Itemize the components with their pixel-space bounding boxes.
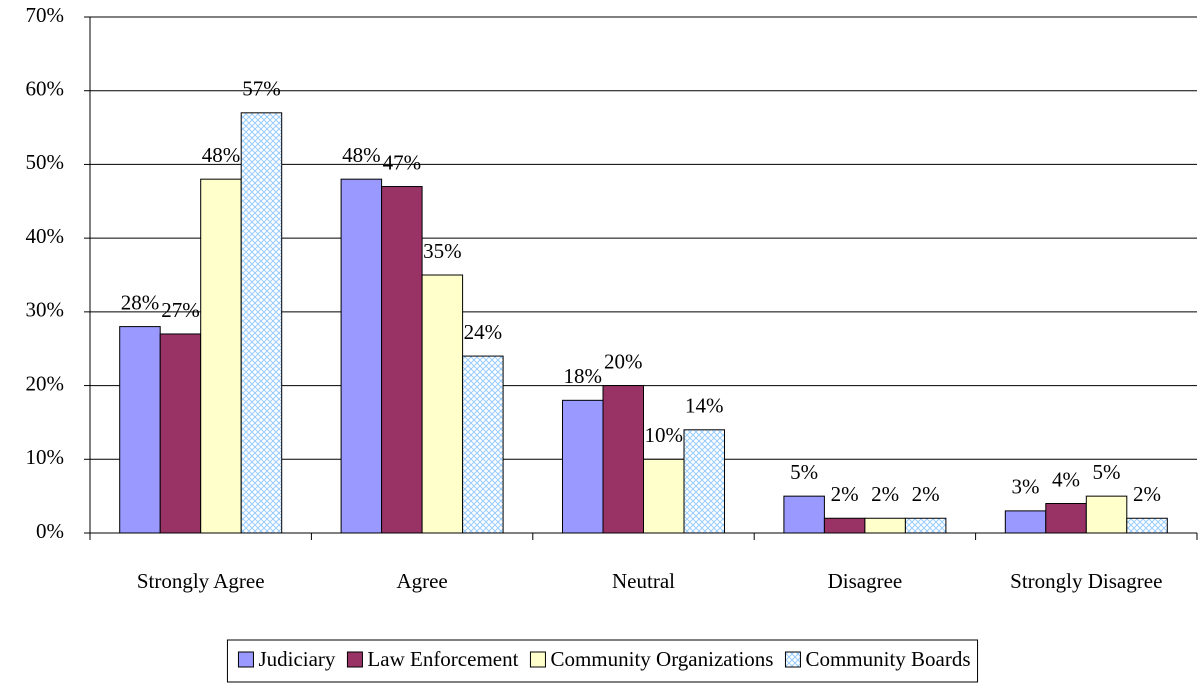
data-label: 4% [1052, 467, 1080, 491]
data-label: 2% [912, 482, 940, 506]
bar [562, 399, 604, 534]
bar [421, 274, 464, 534]
data-label: 48% [202, 143, 241, 167]
y-tick-label: 30% [26, 298, 65, 322]
data-label: 28% [121, 290, 160, 314]
y-tick-label: 70% [26, 3, 65, 27]
y-tick-label: 40% [26, 224, 65, 248]
y-tick-label: 50% [26, 150, 65, 174]
legend-swatch [784, 651, 801, 668]
legend-label: Judiciary [258, 647, 335, 671]
y-tick-label: 10% [26, 445, 65, 469]
data-label: 20% [604, 349, 643, 373]
data-label: 57% [242, 77, 281, 101]
bar [602, 385, 644, 534]
bar [823, 517, 866, 534]
legend-swatch [346, 651, 363, 668]
legend: Judiciary Law Enforcement Community Organi… [226, 639, 979, 683]
bar [1045, 503, 1087, 534]
data-label: 47% [383, 150, 422, 174]
bar [1004, 510, 1047, 534]
bar [381, 186, 423, 534]
data-label: 24% [464, 320, 503, 344]
bar [643, 458, 685, 534]
data-label: 2% [1133, 482, 1161, 506]
bar [904, 517, 947, 534]
legend-swatch [529, 651, 546, 668]
bar [462, 355, 504, 534]
bar [864, 517, 906, 534]
data-label: 3% [1012, 475, 1040, 499]
data-label: 2% [871, 482, 899, 506]
x-tick-label: Disagree [828, 569, 903, 593]
x-tick-label: Strongly Agree [137, 569, 265, 593]
data-label: 27% [161, 298, 200, 322]
data-label: 2% [831, 482, 859, 506]
legend-box [226, 639, 979, 683]
data-label: 35% [423, 239, 462, 263]
y-tick-label: 0% [36, 519, 64, 543]
bar [1085, 495, 1128, 534]
bar [340, 178, 383, 534]
bar [159, 333, 202, 534]
legend-swatch [237, 651, 254, 668]
x-tick-label: Neutral [612, 569, 675, 593]
data-label: 5% [1093, 460, 1121, 484]
bar [119, 326, 161, 534]
x-tick-label: Agree [396, 569, 447, 593]
bar [200, 178, 242, 534]
data-label: 48% [342, 143, 381, 167]
legend-label: Community Organizations [550, 647, 773, 671]
bar [1126, 517, 1168, 534]
legend-label: Community Boards [805, 647, 970, 671]
legend-label: Law Enforcement [367, 647, 518, 671]
data-label: 18% [564, 364, 603, 388]
bar [240, 112, 283, 534]
data-label: 5% [790, 460, 818, 484]
bar [683, 429, 725, 534]
bar [783, 495, 825, 534]
x-tick-label: Strongly Disagree [1010, 569, 1162, 593]
y-tick-label: 60% [26, 77, 65, 101]
data-label: 14% [685, 394, 724, 418]
y-tick-label: 20% [26, 371, 65, 395]
data-label: 10% [645, 423, 684, 447]
